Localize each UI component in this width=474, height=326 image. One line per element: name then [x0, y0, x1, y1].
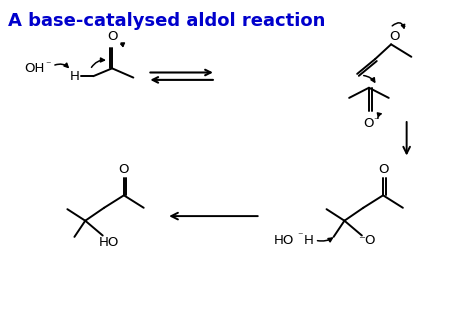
FancyArrowPatch shape	[392, 23, 405, 28]
Text: HO: HO	[274, 234, 294, 246]
Text: O: O	[364, 117, 374, 130]
FancyArrowPatch shape	[91, 58, 104, 67]
Text: OH: OH	[24, 62, 45, 75]
FancyArrowPatch shape	[55, 63, 68, 67]
Text: ⁻: ⁻	[297, 231, 302, 242]
Text: O: O	[378, 163, 388, 176]
FancyArrowPatch shape	[318, 238, 332, 242]
Text: HO: HO	[99, 236, 119, 249]
Text: ⁻O: ⁻O	[358, 234, 375, 246]
Text: H: H	[70, 70, 79, 83]
Text: O: O	[118, 163, 129, 176]
Text: A base-catalysed aldol reaction: A base-catalysed aldol reaction	[9, 11, 326, 30]
Text: H: H	[304, 234, 314, 246]
FancyArrowPatch shape	[364, 76, 375, 82]
FancyArrowPatch shape	[377, 113, 381, 118]
Text: ⁻: ⁻	[401, 24, 406, 34]
Text: ⁻: ⁻	[374, 116, 379, 126]
FancyArrowPatch shape	[121, 43, 124, 46]
Text: O: O	[107, 30, 118, 43]
Text: ⁻: ⁻	[45, 60, 50, 70]
Text: O: O	[390, 30, 400, 42]
